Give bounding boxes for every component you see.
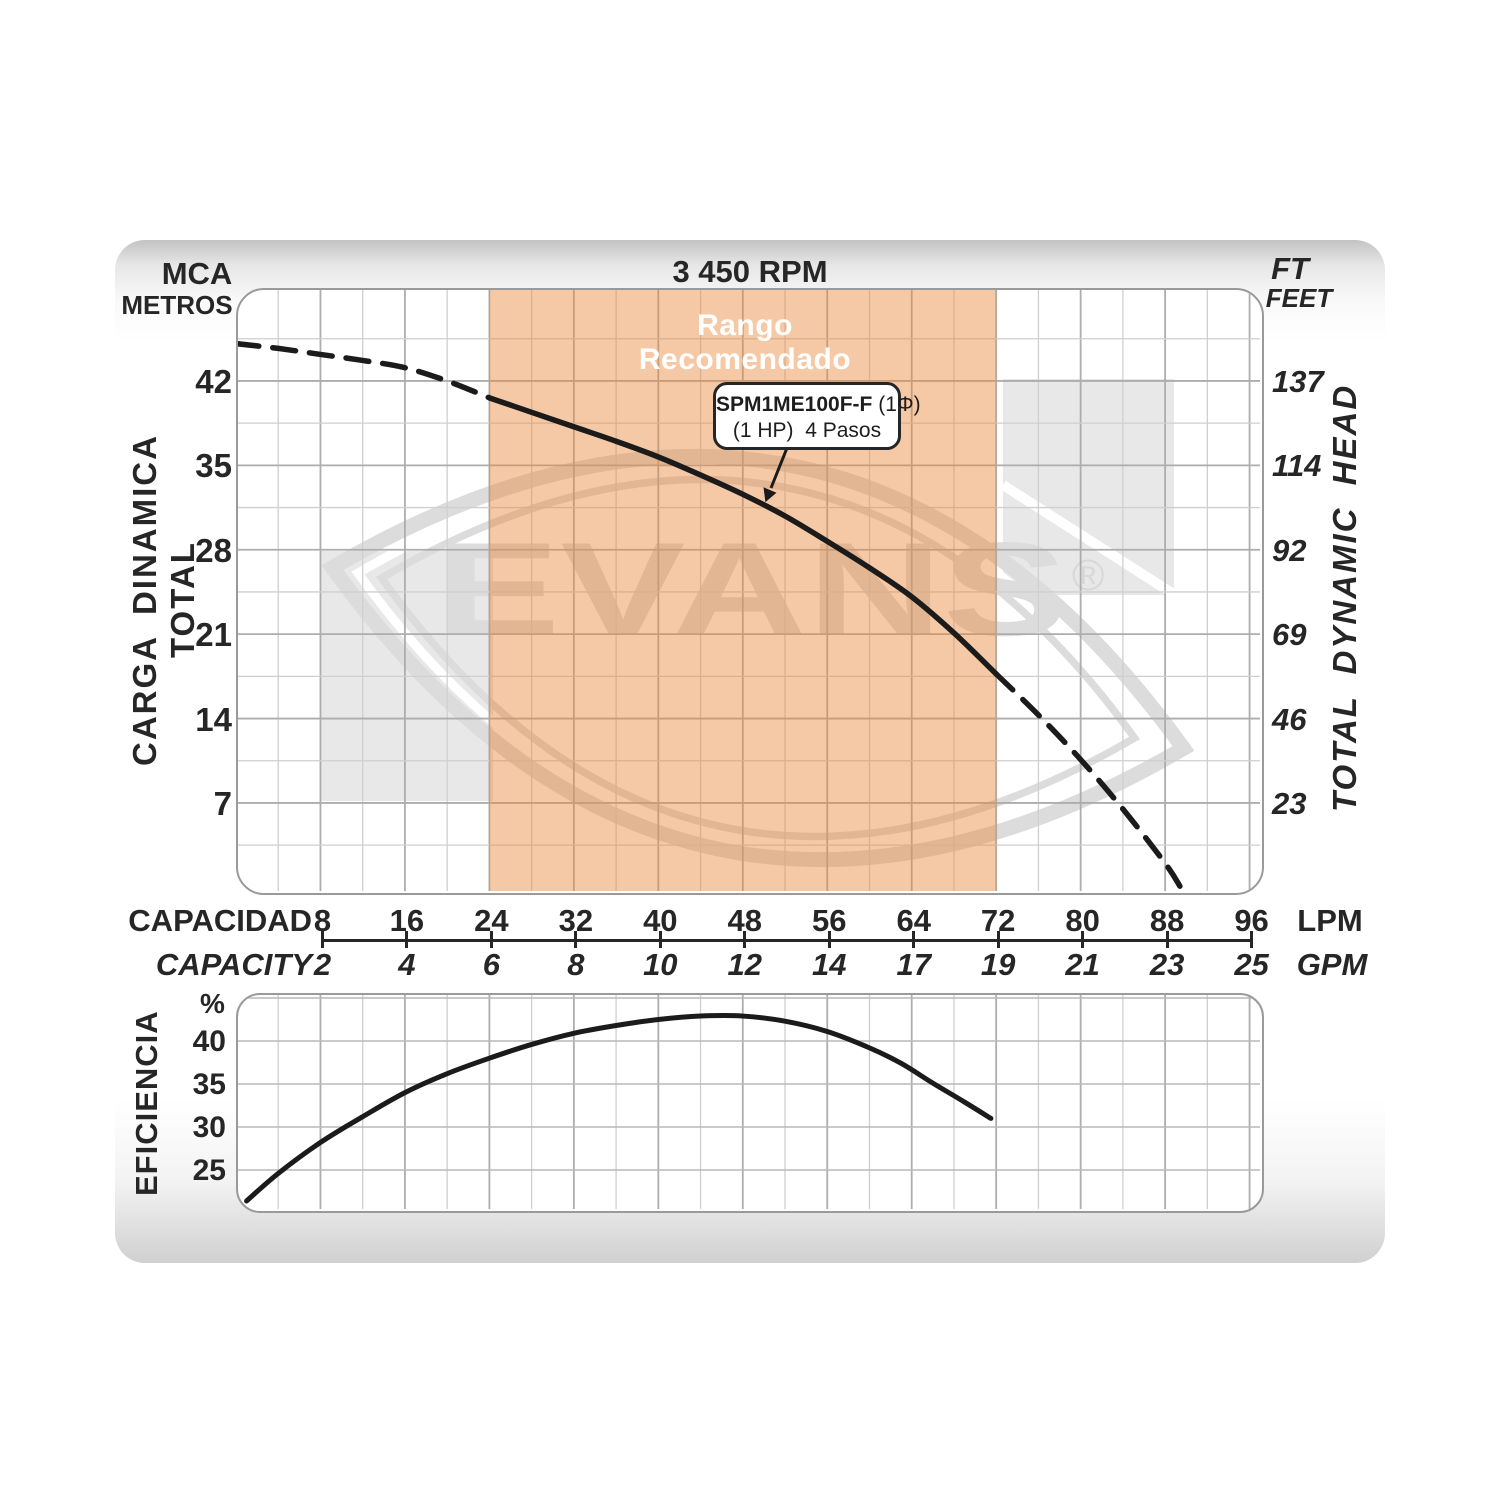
x-tick-lpm: 40 xyxy=(643,903,678,938)
efficiency-plot xyxy=(236,993,1264,1213)
annotation-arrow-head xyxy=(763,487,777,503)
x-tick-lpm: 48 xyxy=(727,903,763,938)
main-ytick-left: 7 xyxy=(213,784,232,822)
chart-title: 3 450 RPM xyxy=(672,254,828,289)
eff-ytick: 35 xyxy=(192,1068,226,1101)
x-axis-tick xyxy=(996,931,1000,948)
main-ytick-right: 23 xyxy=(1272,785,1307,821)
main-ytick-left: 14 xyxy=(195,700,232,738)
main-ytick-left: 35 xyxy=(195,447,232,485)
x-axis-tick xyxy=(658,931,662,948)
eff-ytick: 30 xyxy=(192,1111,226,1144)
recommended-range-band xyxy=(489,290,997,891)
x-tick-lpm: 72 xyxy=(980,903,1016,938)
left-axis-unit-primary: MCA xyxy=(161,256,233,291)
efficiency-curve xyxy=(244,1013,994,1204)
main-ytick-right: 46 xyxy=(1272,701,1307,737)
main-ytick-right: 92 xyxy=(1272,532,1307,568)
watermark-block-right xyxy=(1003,379,1174,595)
head-curve-extrapolated-left xyxy=(238,341,493,401)
x-tick-lpm: 16 xyxy=(389,903,425,938)
x-tick-gpm: 19 xyxy=(980,947,1016,982)
x-axis-tick xyxy=(489,931,493,948)
efficiency-unit-label: % xyxy=(200,988,225,1019)
x-tick-gpm: 8 xyxy=(567,947,585,982)
main-ytick-right: 114 xyxy=(1272,448,1322,484)
x-tick-gpm: 21 xyxy=(1065,947,1100,982)
recommended-range-label: Rango Recomendado xyxy=(638,309,852,376)
evans-watermark: EVANS® xyxy=(321,379,1195,868)
x-tick-lpm: 80 xyxy=(1065,903,1100,938)
x-tick-gpm: 4 xyxy=(398,947,416,982)
x-tick-gpm: 12 xyxy=(727,947,763,982)
main-ytick-left: 21 xyxy=(195,616,232,654)
model-annotation-line2: (1 HP) 4 Pasos xyxy=(732,419,882,442)
head-curve-solid xyxy=(486,395,999,677)
x-tick-lpm: 88 xyxy=(1149,903,1185,938)
annotation-arrow-line xyxy=(769,447,789,489)
x-axis-unit-secondary: GPM xyxy=(1296,947,1368,982)
main-ytick-left: 28 xyxy=(195,531,232,569)
x-axis-label-secondary: CAPACITY xyxy=(155,947,312,982)
watermark-lens-ring xyxy=(351,463,1165,853)
x-axis-tick xyxy=(574,931,578,948)
model-code: SPM1ME100F-F xyxy=(716,393,873,416)
watermark-lens-ring xyxy=(375,475,1141,841)
main-ytick-right: 137 xyxy=(1272,363,1324,399)
watermark-registered-icon: ® xyxy=(1072,551,1104,600)
x-tick-lpm: 32 xyxy=(558,903,594,938)
main-ytick-right: 69 xyxy=(1272,617,1307,653)
x-tick-lpm: 8 xyxy=(313,903,332,938)
x-tick-gpm: 14 xyxy=(811,947,847,982)
eff-ytick: 40 xyxy=(192,1025,226,1058)
x-axis-line xyxy=(321,939,1253,942)
x-axis-tick xyxy=(743,931,747,948)
x-axis-label-primary: CAPACIDAD xyxy=(128,903,312,938)
head-curve-extrapolated-right xyxy=(993,671,1183,889)
right-axis-title: TOTAL DYNAMIC HEAD xyxy=(1326,383,1363,813)
x-axis-tick xyxy=(827,931,831,948)
x-tick-gpm: 23 xyxy=(1149,947,1185,982)
x-axis-tick xyxy=(1165,931,1169,948)
model-annotation-line1: SPM1ME100F-F (1Φ) xyxy=(716,392,921,418)
eff-ytick: 25 xyxy=(192,1154,226,1187)
x-axis-tick xyxy=(1250,931,1254,948)
x-tick-lpm: 56 xyxy=(811,903,847,938)
x-axis-tick xyxy=(1081,931,1085,948)
x-tick-gpm: 25 xyxy=(1234,947,1269,982)
x-axis-tick xyxy=(912,931,916,948)
right-axis-unit-secondary: FEET xyxy=(1265,283,1333,313)
x-tick-lpm: 64 xyxy=(896,903,931,938)
x-tick-lpm: 24 xyxy=(474,903,509,938)
x-tick-gpm: 6 xyxy=(482,947,501,982)
efficiency-svg xyxy=(238,995,1260,1209)
x-tick-lpm: 96 xyxy=(1234,903,1269,938)
model-annotation-box: SPM1ME100F-F (1Φ) (1 HP) 4 Pasos xyxy=(713,382,921,450)
x-axis-tick xyxy=(405,931,409,948)
left-axis-unit-secondary: METROS xyxy=(121,290,233,320)
x-tick-gpm: 17 xyxy=(896,947,931,982)
model-phase: (1Φ) xyxy=(872,393,921,416)
main-ytick-left: 42 xyxy=(195,362,232,400)
x-axis-tick xyxy=(320,931,324,948)
x-axis-unit-primary: LPM xyxy=(1297,903,1363,938)
x-tick-gpm: 10 xyxy=(643,947,678,982)
x-tick-gpm: 2 xyxy=(313,947,332,982)
right-axis-unit-primary: FT xyxy=(1271,251,1309,286)
watermark-stripe xyxy=(1000,480,1178,600)
head-capacity-svg: EVANS® xyxy=(238,290,1260,891)
head-capacity-plot: EVANS® Rango Recomendado SPM1ME100F-F (1… xyxy=(236,288,1264,895)
